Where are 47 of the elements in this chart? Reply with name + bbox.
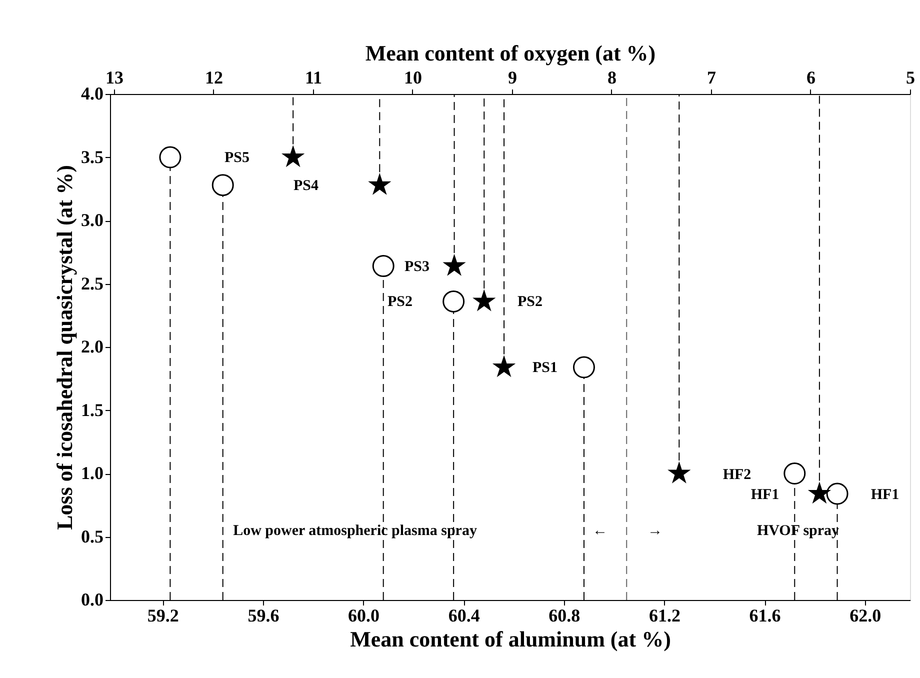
annotation: HF2 — [722, 467, 752, 483]
annotation: PS4 — [293, 178, 319, 194]
x-tick-label: 59.2 — [147, 606, 179, 626]
annotation: PS3 — [404, 259, 430, 275]
y-tick-label: 2.0 — [81, 336, 104, 356]
x-tick-label: 59.6 — [248, 606, 280, 626]
point — [212, 174, 234, 196]
annotation: HF1 — [870, 487, 900, 503]
y-tick-label: 1.5 — [81, 400, 104, 420]
x2-axis-title: Mean content of oxygen (at %) — [365, 40, 656, 66]
y-tick-label: 3.0 — [81, 210, 104, 230]
x-tick-label: 60.0 — [348, 606, 380, 626]
y-tick-label: 4.0 — [81, 84, 104, 104]
x2-tick-label: 11 — [304, 68, 322, 88]
x2-tick-label: 5 — [906, 68, 915, 88]
x-axis-title: Mean content of aluminum (at %) — [350, 626, 671, 652]
annotation: PS1 — [532, 360, 558, 376]
point — [442, 290, 465, 312]
y-axis-title: Loss of icosahedral quasicrystal (at %) — [52, 165, 77, 530]
x2-tick-label: 10 — [404, 68, 422, 88]
annotation: PS2 — [517, 294, 543, 310]
x2-tick-label: 8 — [607, 68, 616, 88]
x2-tick-label: 12 — [204, 68, 223, 88]
x-tick-label: 60.8 — [548, 606, 580, 626]
point — [826, 482, 848, 505]
y-tick-label: 0.0 — [81, 590, 104, 610]
point — [159, 146, 182, 168]
x-tick-label: 62.0 — [850, 606, 882, 626]
x2-tick-label: 13 — [105, 68, 124, 88]
point — [784, 462, 806, 484]
x2-tick-label: 6 — [806, 68, 816, 88]
y-tick-label: 1.0 — [81, 463, 104, 483]
point — [372, 255, 394, 278]
annotation: ← — [592, 523, 608, 539]
point — [572, 356, 595, 378]
y-tick-label: 2.5 — [81, 273, 104, 294]
x-tick-label: 61.2 — [648, 606, 680, 626]
y-tick-label: 0.5 — [81, 526, 104, 546]
x-tick-label: 61.6 — [749, 606, 781, 626]
x2-tick-label: 7 — [706, 68, 716, 88]
annotation: HF1 — [750, 487, 780, 503]
annotation: → — [648, 523, 662, 539]
y-tick-label: 3.5 — [81, 146, 104, 167]
annotation: PS2 — [387, 294, 413, 310]
x2-tick-label: 9 — [508, 68, 517, 88]
annotation: PS5 — [224, 150, 250, 166]
x-tick-label: 60.4 — [448, 606, 480, 626]
